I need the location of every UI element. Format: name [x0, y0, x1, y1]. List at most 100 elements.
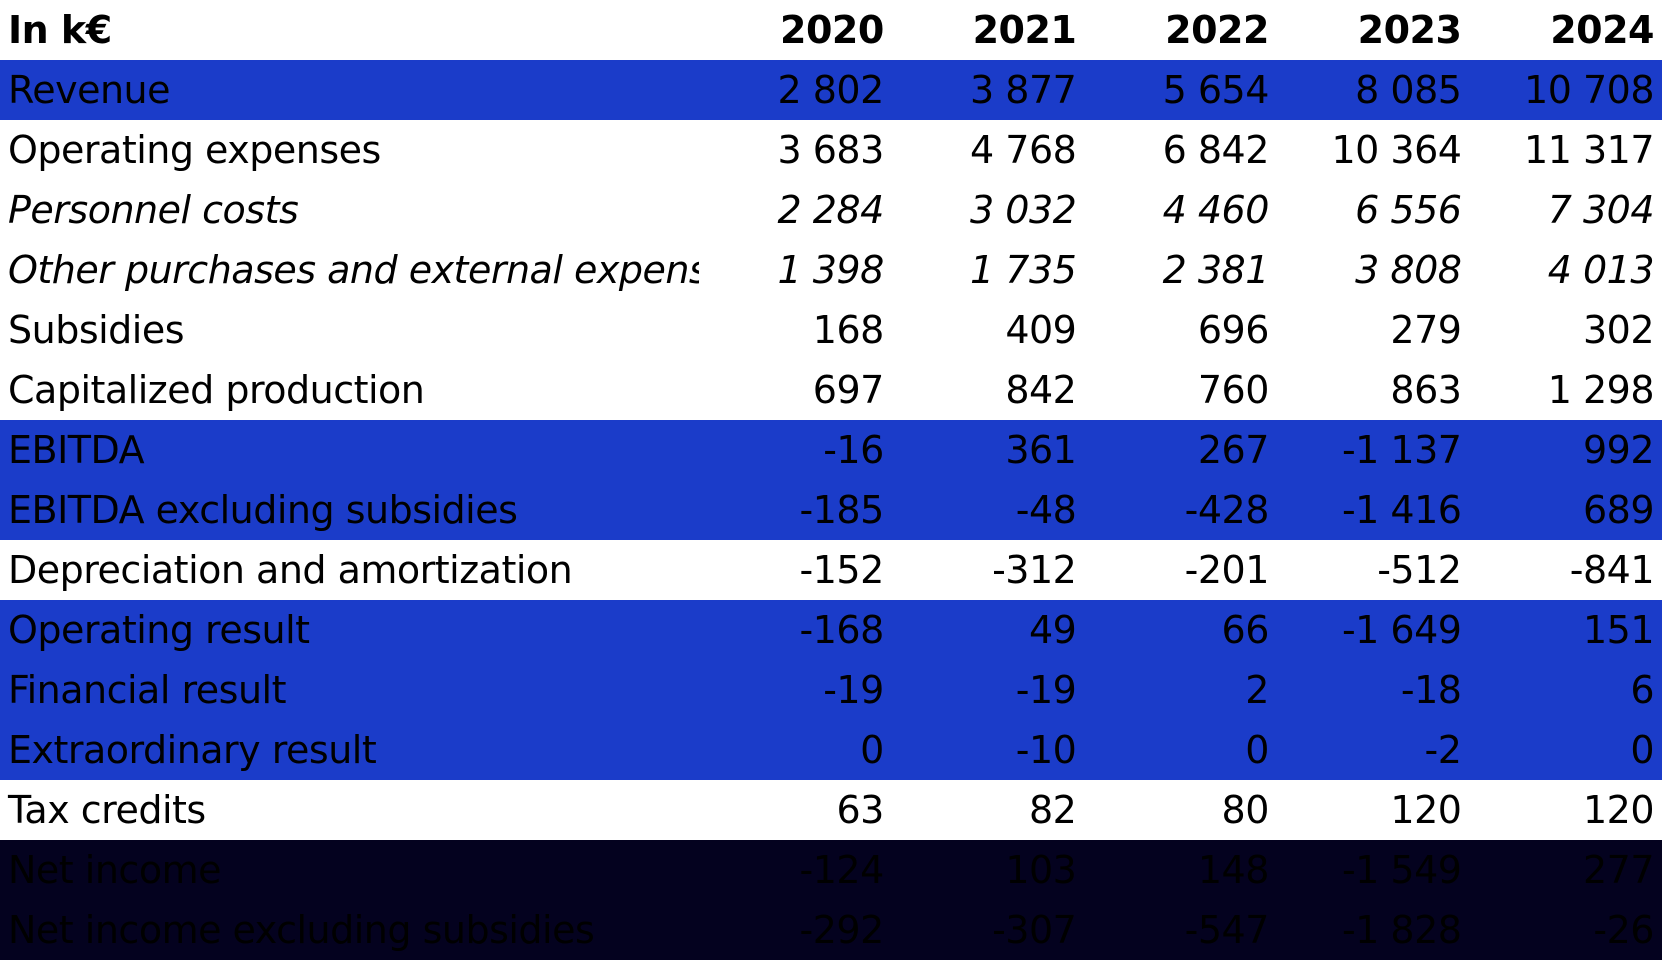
year-header: 2021	[891, 0, 1085, 60]
value-cell: -10	[891, 720, 1085, 780]
value-cell: -312	[891, 540, 1085, 600]
value-cell: 409	[891, 300, 1085, 360]
value-cell: 0	[1084, 720, 1277, 780]
table-row: Subsidies 168 409 696 279 302	[0, 300, 1662, 360]
row-label: EBITDA	[0, 420, 700, 480]
value-cell: 10 708	[1469, 60, 1662, 120]
value-cell: 863	[1276, 360, 1470, 420]
value-cell: 2 284	[699, 180, 892, 240]
value-cell: -26	[1469, 900, 1662, 960]
year-header: 2024	[1469, 0, 1662, 60]
value-cell: 6 842	[1084, 120, 1277, 180]
header-row: In k€ 2020 2021 2022 2023 2024	[0, 0, 1662, 60]
row-label: Operating result	[0, 600, 700, 660]
table-row: Depreciation and amortization -152 -312 -20…	[0, 540, 1662, 600]
value-cell: 168	[699, 300, 892, 360]
value-cell: 3 808	[1276, 240, 1470, 300]
value-cell: 80	[1084, 780, 1277, 840]
value-cell: -48	[891, 480, 1085, 540]
year-header: 2020	[699, 0, 892, 60]
table-body: Revenue 2 802 3 877 5 654 8 085 10 708 Operati…	[0, 60, 1662, 960]
value-cell: -19	[891, 660, 1085, 720]
value-cell: 279	[1276, 300, 1470, 360]
value-cell: 697	[699, 360, 892, 420]
value-cell: -152	[699, 540, 892, 600]
value-cell: -292	[699, 900, 892, 960]
value-cell: -428	[1084, 480, 1277, 540]
value-cell: -1 549	[1276, 840, 1470, 900]
value-cell: 1 298	[1469, 360, 1662, 420]
value-cell: -307	[891, 900, 1085, 960]
value-cell: -185	[699, 480, 892, 540]
value-cell: -1 649	[1276, 600, 1470, 660]
table-row: EBITDA excluding subsidies -185 -48 -428 -1 …	[0, 480, 1662, 540]
row-label: Net income excluding subsidies	[0, 900, 700, 960]
value-cell: 267	[1084, 420, 1277, 480]
value-cell: 0	[1469, 720, 1662, 780]
value-cell: 7 304	[1469, 180, 1662, 240]
table-row: Operating result -168 49 66 -1 649 151	[0, 600, 1662, 660]
table-row: Financial result -19 -19 2 -18 6	[0, 660, 1662, 720]
value-cell: 66	[1084, 600, 1277, 660]
value-cell: -841	[1469, 540, 1662, 600]
value-cell: 760	[1084, 360, 1277, 420]
value-cell: 151	[1469, 600, 1662, 660]
value-cell: 842	[891, 360, 1085, 420]
value-cell: 120	[1276, 780, 1470, 840]
value-cell: 3 032	[891, 180, 1085, 240]
value-cell: 696	[1084, 300, 1277, 360]
row-label: Personnel costs	[0, 180, 700, 240]
value-cell: -18	[1276, 660, 1470, 720]
row-label: Net income	[0, 840, 700, 900]
value-cell: -1 137	[1276, 420, 1470, 480]
table-row: Net income -124 103 148 -1 549 277	[0, 840, 1662, 900]
value-cell: 63	[699, 780, 892, 840]
value-cell: -2	[1276, 720, 1470, 780]
value-cell: 4 460	[1084, 180, 1277, 240]
value-cell: -16	[699, 420, 892, 480]
year-header: 2022	[1084, 0, 1277, 60]
table-row: Extraordinary result 0 -10 0 -2 0	[0, 720, 1662, 780]
value-cell: 11 317	[1469, 120, 1662, 180]
value-cell: 8 085	[1276, 60, 1470, 120]
row-label: Subsidies	[0, 300, 700, 360]
value-cell: 120	[1469, 780, 1662, 840]
value-cell: 3 877	[891, 60, 1085, 120]
value-cell: -547	[1084, 900, 1277, 960]
value-cell: 6 556	[1276, 180, 1470, 240]
value-cell: 1 398	[699, 240, 892, 300]
row-label: Capitalized production	[0, 360, 700, 420]
value-cell: -201	[1084, 540, 1277, 600]
value-cell: -19	[699, 660, 892, 720]
year-header: 2023	[1276, 0, 1470, 60]
table-row: Tax credits 63 82 80 120 120	[0, 780, 1662, 840]
value-cell: 1 735	[891, 240, 1085, 300]
value-cell: 3 683	[699, 120, 892, 180]
value-cell: -124	[699, 840, 892, 900]
table-row: Personnel costs 2 284 3 032 4 460 6 556 7 304	[0, 180, 1662, 240]
value-cell: 2 381	[1084, 240, 1277, 300]
value-cell: 0	[699, 720, 892, 780]
value-cell: 4 768	[891, 120, 1085, 180]
value-cell: 361	[891, 420, 1085, 480]
value-cell: -168	[699, 600, 892, 660]
row-label: Other purchases and external expenses	[0, 240, 700, 300]
table-row: EBITDA -16 361 267 -1 137 992	[0, 420, 1662, 480]
table-row: Revenue 2 802 3 877 5 654 8 085 10 708	[0, 60, 1662, 120]
value-cell: 277	[1469, 840, 1662, 900]
table-row: Net income excluding subsidies -292 -307 -5…	[0, 900, 1662, 960]
value-cell: 2 802	[699, 60, 892, 120]
value-cell: 4 013	[1469, 240, 1662, 300]
value-cell: 148	[1084, 840, 1277, 900]
table-row: Other purchases and external expenses 1 3…	[0, 240, 1662, 300]
row-label: Financial result	[0, 660, 700, 720]
value-cell: -1 416	[1276, 480, 1470, 540]
row-label: Operating expenses	[0, 120, 700, 180]
value-cell: 49	[891, 600, 1085, 660]
value-cell: 689	[1469, 480, 1662, 540]
table-row: Capitalized production 697 842 760 863 1 298	[0, 360, 1662, 420]
value-cell: 302	[1469, 300, 1662, 360]
value-cell: 6	[1469, 660, 1662, 720]
value-cell: 103	[891, 840, 1085, 900]
row-label: Depreciation and amortization	[0, 540, 700, 600]
